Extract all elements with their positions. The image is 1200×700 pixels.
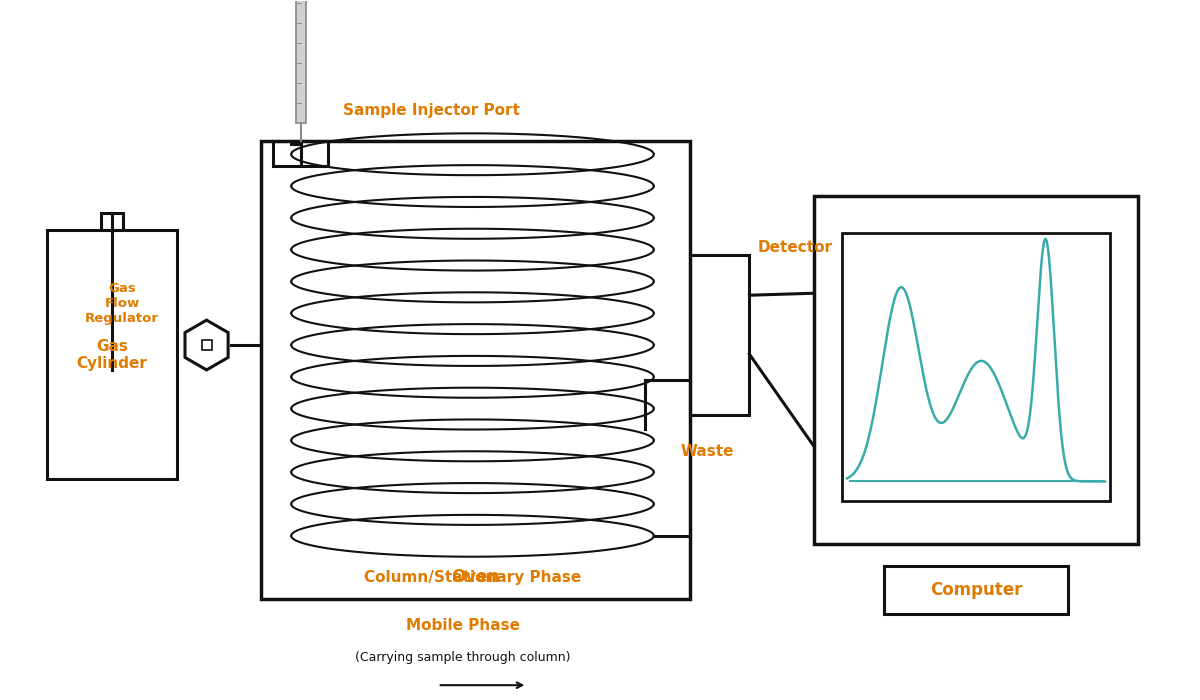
Text: Waste: Waste (680, 444, 734, 459)
Bar (274, 141, 328, 166)
Polygon shape (185, 320, 228, 370)
Text: Sample Injector Port: Sample Injector Port (343, 104, 520, 118)
Text: Mobile Phase: Mobile Phase (406, 618, 520, 633)
Text: Detector: Detector (757, 240, 833, 255)
Text: Computer: Computer (930, 581, 1022, 599)
Bar (295, 0, 306, 123)
Text: (Carrying sample through column): (Carrying sample through column) (355, 651, 570, 664)
Bar (690, 256, 750, 414)
Text: Gas
Cylinder: Gas Cylinder (77, 339, 148, 371)
Bar (842, 234, 1110, 501)
Text: Gas
Flow
Regulator: Gas Flow Regulator (85, 282, 158, 325)
Bar (101, 213, 122, 230)
Bar (262, 141, 690, 599)
Bar (814, 195, 1138, 544)
Bar (202, 340, 211, 350)
Bar (47, 230, 176, 480)
Text: Column/Stationary Phase: Column/Stationary Phase (364, 570, 581, 585)
Bar (884, 566, 1068, 614)
Text: Oven: Oven (451, 568, 499, 586)
